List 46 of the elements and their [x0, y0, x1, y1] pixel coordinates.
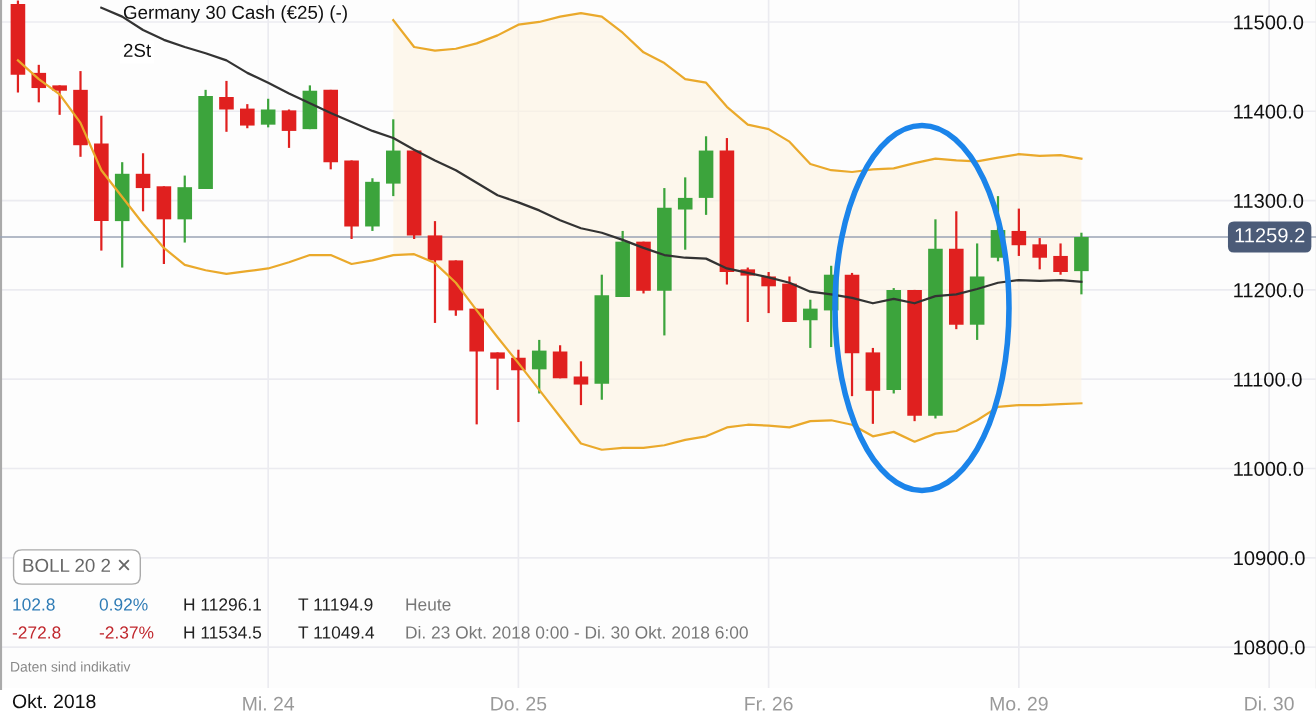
annotation: -272.8: [12, 626, 61, 639]
candlestick: [260, 97, 276, 129]
y-tick-label: 11200.0: [1234, 283, 1304, 298]
candlestick: [490, 351, 505, 392]
annotation: T 11194.9: [298, 598, 373, 611]
x-tick-label: Do. 25: [491, 696, 547, 711]
annotation: Heute: [406, 598, 451, 611]
x-tick-label: Mi. 24: [243, 696, 295, 711]
y-tick-label: 11100.0: [1234, 372, 1302, 387]
chart-title: Germany 30 Cash (€25) (-): [123, 5, 347, 23]
candlestick: [677, 176, 693, 251]
x-tick-label: Mo. 29: [990, 696, 1048, 711]
annotation: 0.92%: [99, 598, 148, 611]
text: Okt. 2018: [12, 693, 96, 709]
annotation: T 11049.4: [298, 626, 375, 639]
candlestick: [531, 338, 547, 395]
candlestick: [240, 103, 255, 130]
text: 2St: [123, 43, 152, 58]
annotation: H 11534.5: [184, 626, 262, 639]
y-tick-label: 10800.0: [1234, 640, 1305, 655]
candlestick: [573, 360, 589, 407]
annotation: 102.8: [13, 598, 55, 611]
line-series: [392, 11, 1083, 174]
annotation: Di. 23 Okt. 2018 0:00 - Di. 30 Okt. 2018 6:00: [406, 625, 748, 639]
annotation: Daten sind indikativ: [11, 661, 131, 672]
candlestick: [803, 298, 818, 350]
y-tick-label: 11400.0: [1234, 104, 1304, 119]
annotation: BOLL 20 2 ✕: [23, 558, 130, 573]
candlestick: [1032, 236, 1047, 271]
candlestick: [1011, 207, 1027, 258]
candlestick: [52, 84, 67, 116]
candlestick: [1053, 242, 1068, 276]
y-tick-label: 11500.0: [1234, 15, 1304, 30]
y-tick-label: 11000.0: [1234, 461, 1304, 476]
candlestick: [219, 79, 234, 133]
annotation: -2.37%: [99, 626, 154, 639]
x-tick-label: Fr. 26: [745, 696, 793, 711]
candlestick: [281, 108, 297, 149]
y-tick-label: 10900.0: [1234, 551, 1305, 566]
candlestick: [135, 152, 151, 213]
line-series: [16, 59, 1083, 451]
ref-line-label: 11259.2: [1235, 228, 1305, 243]
y-tick-label: 11300.0: [1234, 193, 1304, 209]
line-series: [100, 6, 1083, 305]
x-tick-label: Di. 30: [1245, 696, 1294, 711]
annotation: H 11296.1: [184, 598, 261, 611]
